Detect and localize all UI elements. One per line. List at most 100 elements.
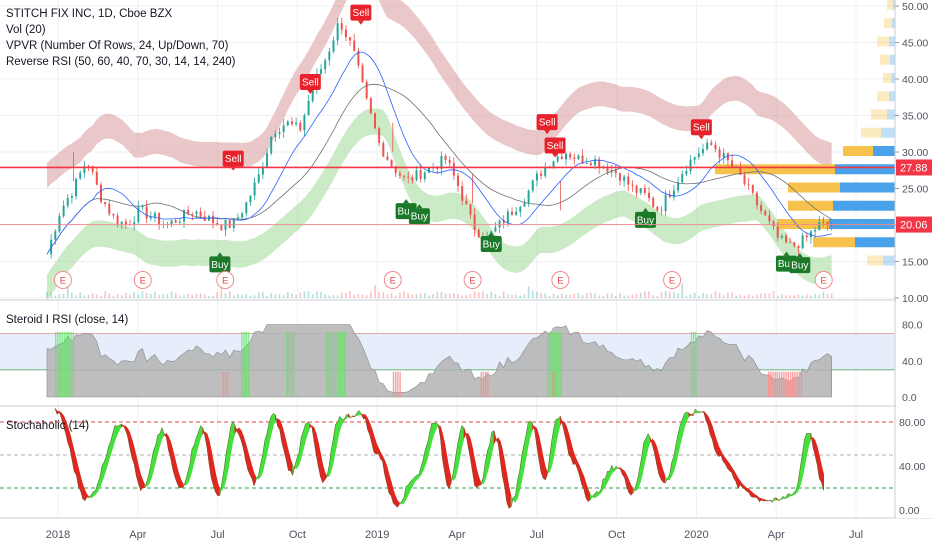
volume-bar bbox=[519, 295, 522, 298]
volume-bars bbox=[46, 283, 833, 298]
earnings-circle[interactable] bbox=[216, 271, 235, 289]
earnings-circle[interactable] bbox=[551, 271, 570, 289]
time-tick-label: Oct bbox=[608, 529, 625, 541]
candle-body bbox=[606, 166, 609, 173]
volume-bar bbox=[386, 294, 389, 298]
price-label-bg bbox=[896, 159, 932, 176]
time-axis[interactable]: 2018 Apr Jul Oct 2019 Apr Jul Oct 2020 Apr Jul bbox=[46, 529, 863, 541]
candle-body bbox=[660, 210, 663, 212]
legend-steroid-rsi[interactable]: Steroid Ⅰ RSI (close, 14) bbox=[6, 314, 129, 326]
volume-bar bbox=[735, 295, 738, 298]
stoch-ribbon-segment bbox=[542, 456, 546, 481]
rsi-overbought-bar bbox=[65, 331, 68, 397]
vpvr-up-bar bbox=[890, 54, 895, 65]
time-tick-label: 2018 bbox=[46, 529, 70, 541]
rsi-overbought-bar bbox=[547, 331, 549, 397]
stoch-ribbon-segment bbox=[500, 441, 503, 477]
stoch-ribbon-segment bbox=[470, 438, 473, 472]
buy-label-text: Buy bbox=[483, 239, 500, 250]
rsi-oversold-bar bbox=[800, 371, 803, 397]
earnings-circle[interactable] bbox=[463, 271, 482, 289]
candle-body bbox=[461, 186, 464, 201]
volume-bar bbox=[486, 293, 488, 298]
stoch-ribbon-segment bbox=[553, 419, 557, 456]
volume-bar bbox=[830, 293, 833, 298]
volume-bar bbox=[818, 294, 821, 298]
volume-bar bbox=[104, 291, 106, 298]
volume-bar bbox=[133, 292, 135, 298]
stoch-ribbon-segment bbox=[288, 450, 291, 471]
stoch-ribbon-segment bbox=[549, 440, 553, 473]
candle-body bbox=[311, 87, 314, 101]
volume-bar bbox=[556, 295, 559, 298]
legend-volume[interactable]: Vol (20) bbox=[6, 24, 46, 36]
volume-bar bbox=[731, 292, 733, 298]
volume-bar bbox=[75, 295, 77, 298]
buy-label-bg bbox=[209, 256, 231, 273]
earnings-circle[interactable] bbox=[53, 271, 72, 289]
vpvr-down-bar bbox=[880, 54, 890, 65]
earnings-circle[interactable] bbox=[383, 271, 402, 289]
rsi-overbought-bar bbox=[339, 331, 341, 397]
sell-label-pointer bbox=[552, 153, 559, 158]
stoch-ribbon-segment bbox=[378, 447, 381, 459]
buy-label-bg bbox=[480, 235, 502, 252]
candle-body bbox=[577, 155, 580, 160]
earnings-circle[interactable] bbox=[663, 271, 682, 289]
stoch-ribbon-segment bbox=[474, 459, 478, 489]
earnings-letter: E bbox=[821, 276, 827, 287]
volume-bar bbox=[444, 293, 447, 298]
rsi-overbought-bar bbox=[332, 331, 335, 397]
volume-bar bbox=[100, 295, 102, 298]
volume-bar bbox=[644, 291, 646, 298]
vpvr-down-bar bbox=[788, 182, 840, 193]
rsi-overbought-bar bbox=[241, 331, 243, 397]
volume-bar bbox=[772, 291, 775, 298]
stoch-ribbon-segment bbox=[427, 432, 431, 459]
volume-bar bbox=[50, 292, 52, 298]
stoch-ribbon-segment bbox=[388, 474, 392, 497]
sell-label-bg bbox=[350, 4, 372, 21]
candle-body bbox=[108, 203, 111, 214]
vpvr-down-bar bbox=[883, 73, 891, 83]
volume-bar bbox=[394, 295, 397, 298]
volume-bar bbox=[320, 291, 322, 298]
buy-label-pointer bbox=[796, 253, 803, 258]
legend-symbol[interactable]: STITCH FIX INC, 1D, Cboe BZX bbox=[6, 8, 173, 20]
legend-stochaholic[interactable]: Stochaholic (14) bbox=[6, 420, 90, 432]
candle-body bbox=[589, 163, 592, 166]
candle-body bbox=[701, 149, 704, 154]
sell-label-bg bbox=[222, 150, 244, 167]
volume-bar bbox=[440, 292, 443, 298]
price-axis-bg[interactable] bbox=[896, 0, 932, 518]
price-axis[interactable]: 50.0045.0040.0035.0030.0025.0020.0015.00… bbox=[895, 0, 932, 518]
volume-bar bbox=[158, 295, 160, 298]
candle-body bbox=[386, 156, 389, 160]
panel-separators[interactable] bbox=[0, 0, 932, 519]
stoch-ribbon-segment bbox=[705, 412, 709, 426]
volume-bar bbox=[370, 291, 372, 298]
buy-label-pointer bbox=[783, 251, 790, 256]
stoch-ribbon-segment bbox=[579, 465, 583, 485]
volume-bar bbox=[810, 295, 812, 298]
earnings-circle[interactable] bbox=[133, 271, 152, 289]
candle-body bbox=[631, 184, 634, 186]
rsi-overbought-bar bbox=[68, 331, 70, 397]
legend-reverse-rsi[interactable]: Reverse RSI (50, 60, 40, 70, 30, 14, 14,… bbox=[6, 56, 236, 68]
candle-body bbox=[718, 149, 721, 158]
earnings-letter: E bbox=[222, 276, 228, 287]
volume-bar bbox=[245, 294, 248, 298]
legend-vpvr[interactable]: VPVR (Number Of Rows, 24, Up/Down, 70) bbox=[6, 40, 229, 52]
buy-label-pointer bbox=[403, 199, 410, 204]
vpvr-down-bar bbox=[813, 237, 855, 248]
volume-bar bbox=[768, 293, 771, 298]
volume-bar bbox=[295, 294, 297, 298]
stoch-ribbon-segment bbox=[337, 416, 341, 441]
candle-body bbox=[452, 163, 455, 176]
candle-body bbox=[639, 188, 642, 193]
volume-bar bbox=[287, 292, 289, 298]
candle-body bbox=[303, 115, 306, 131]
earnings-circle[interactable] bbox=[814, 271, 833, 289]
time-tick-label: Jul bbox=[849, 529, 863, 541]
